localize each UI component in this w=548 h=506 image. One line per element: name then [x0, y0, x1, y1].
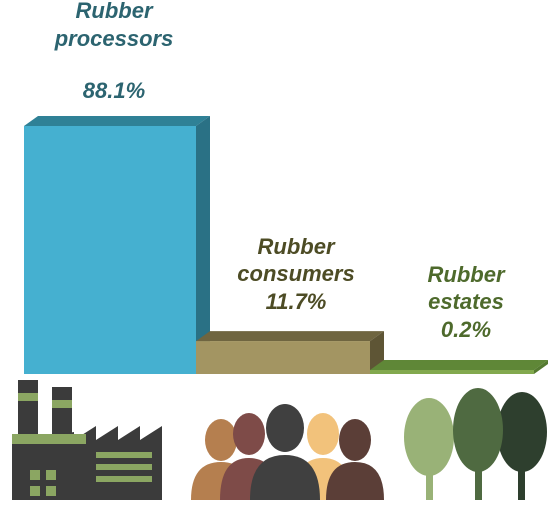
category-label: Rubber [428, 262, 506, 287]
category-label: estates [428, 289, 504, 314]
value-label: 88.1% [83, 78, 145, 103]
category-label: Rubber [258, 234, 336, 259]
category-label: Rubber [76, 0, 154, 23]
bar-side-face [534, 360, 548, 374]
trees-icon [404, 388, 547, 500]
bar-side-face [196, 116, 210, 374]
category-label: processors [54, 26, 174, 51]
value-label: 11.7% [266, 289, 327, 314]
bar-3 [370, 360, 548, 374]
bar-2 [196, 331, 384, 374]
category-label: consumers [237, 261, 354, 286]
bar-top-face [370, 360, 548, 370]
bar-1 [24, 116, 210, 374]
bar-front-face [24, 126, 196, 374]
bar-front-face [370, 370, 534, 374]
bar-top-face [24, 116, 210, 126]
factory-icon [12, 380, 162, 500]
bar-front-face [196, 341, 370, 374]
people-icon [191, 404, 384, 500]
bar-top-face [196, 331, 384, 342]
value-label: 0.2% [441, 317, 491, 342]
